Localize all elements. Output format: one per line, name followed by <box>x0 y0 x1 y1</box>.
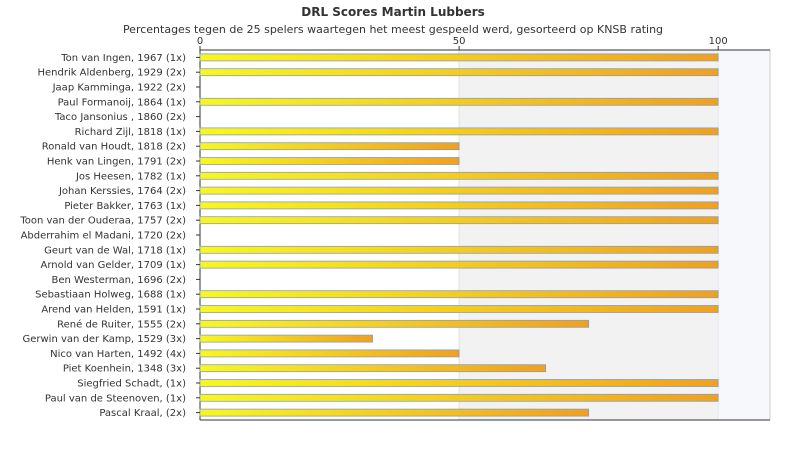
bar <box>199 157 460 165</box>
plot-band-mid <box>459 50 719 420</box>
category-label: Ben Westerman, 1696 (2x) <box>52 275 187 286</box>
bar <box>199 97 719 106</box>
category-label: Siegfried Schadt, (1x) <box>77 379 186 390</box>
category-label: Jaap Kamminga, 1922 (2x) <box>52 83 186 94</box>
bar <box>199 171 719 180</box>
category-label: Pascal Kraal, (2x) <box>99 408 186 419</box>
bar <box>199 393 719 402</box>
category-label: Paul van de Steenoven, (1x) <box>45 393 186 404</box>
category-label: Richard Zijl, 1818 (1x) <box>75 127 187 138</box>
bar <box>199 142 460 151</box>
bar <box>199 127 719 136</box>
category-label: Pieter Bakker, 1763 (1x) <box>64 201 186 212</box>
category-label: Taco Jansonius , 1860 (2x) <box>54 112 186 123</box>
bar <box>199 68 719 77</box>
category-label: Ton van Ingen, 1967 (1x) <box>60 53 186 64</box>
category-label: Henk van Lingen, 1791 (2x) <box>47 157 186 168</box>
category-label: Ronald van Houdt, 1818 (2x) <box>42 142 186 153</box>
x-tick-label: 100 <box>709 36 728 47</box>
category-label: Piet Koenhein, 1348 (3x) <box>63 364 186 375</box>
bar <box>199 260 719 269</box>
category-label: Johan Kerssies, 1764 (2x) <box>58 186 186 197</box>
bar <box>199 53 719 62</box>
category-label: Geurt van de Wal, 1718 (1x) <box>44 245 186 256</box>
x-tick-label: 0 <box>197 36 203 47</box>
plot-band-high <box>718 50 770 420</box>
bar <box>199 379 719 387</box>
bar <box>199 201 719 210</box>
category-label: Abderrahim el Madani, 1720 (2x) <box>21 231 187 242</box>
category-label: Arnold van Gelder, 1709 (1x) <box>41 260 187 271</box>
bar <box>199 216 719 225</box>
category-label: Arend van Helden, 1591 (1x) <box>41 305 186 316</box>
chart-subtitle: Percentages tegen de 25 spelers waartege… <box>123 23 663 36</box>
bar <box>199 186 719 195</box>
category-label: Nico van Harten, 1492 (4x) <box>50 349 186 360</box>
bar <box>199 305 719 313</box>
bar <box>199 349 460 358</box>
category-label: Sebastiaan Holweg, 1688 (1x) <box>35 290 186 301</box>
category-label: Jos Heesen, 1782 (1x) <box>75 171 186 182</box>
bar <box>199 319 590 328</box>
bar <box>199 408 590 417</box>
chart-title: DRL Scores Martin Lubbers <box>301 5 485 19</box>
category-label: Hendrik Aldenberg, 1929 (2x) <box>37 68 186 79</box>
bar <box>199 290 719 299</box>
category-label: Toon van der Ouderaa, 1757 (2x) <box>19 216 186 227</box>
plot-area: 0 50 100 Ton van Ingen, 1967 (1x) Hendrik Al… <box>19 36 771 421</box>
category-label: René de Ruiter, 1555 (2x) <box>57 318 186 330</box>
category-label: Gerwin van der Kamp, 1529 (3x) <box>22 334 186 345</box>
bar <box>199 245 719 254</box>
x-tick-label: 50 <box>453 36 466 47</box>
bar <box>199 334 373 343</box>
plot-band-low <box>200 50 460 420</box>
category-label: Paul Formanoij, 1864 (1x) <box>58 97 187 108</box>
bar <box>199 364 547 373</box>
